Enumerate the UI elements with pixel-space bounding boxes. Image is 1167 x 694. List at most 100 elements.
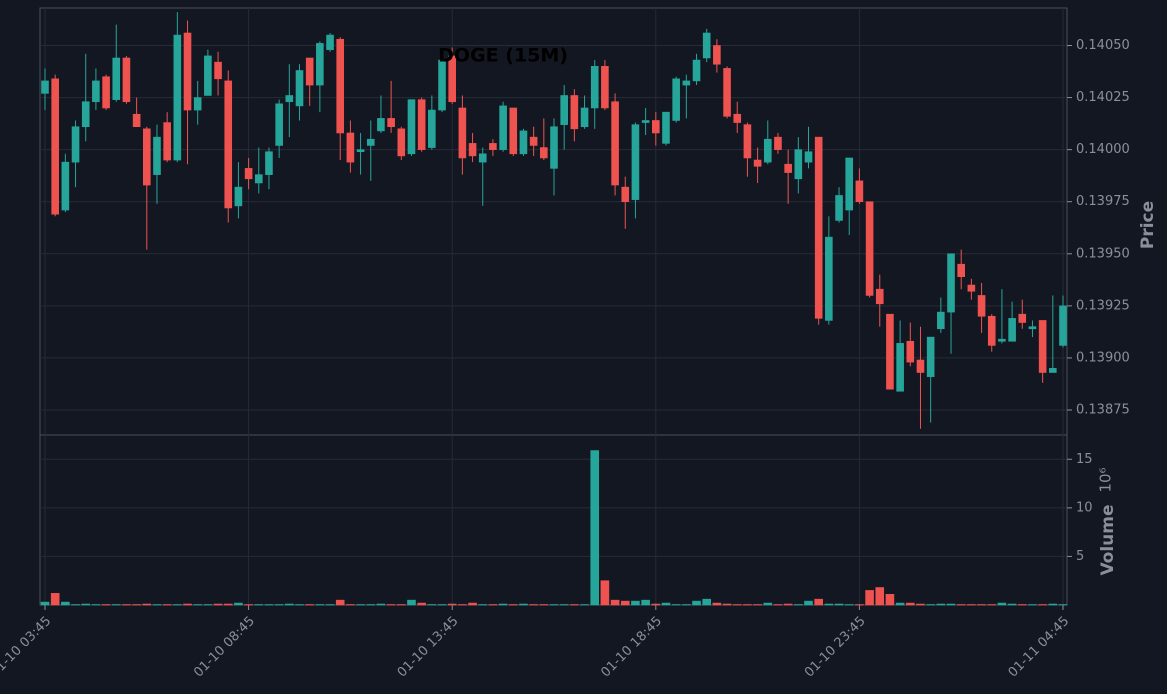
candle-body — [886, 313, 894, 390]
y-axis-label: Price — [1138, 201, 1158, 249]
candle-body — [692, 59, 701, 82]
candle-body — [540, 147, 548, 159]
candle-body — [153, 136, 161, 175]
candle-body — [804, 151, 813, 163]
volume-bar — [722, 603, 732, 606]
volume-bar — [447, 603, 457, 606]
volume-bar — [335, 599, 345, 606]
candle-body — [733, 113, 742, 123]
price-panel — [39, 7, 1068, 436]
candle-body — [305, 57, 314, 86]
candle-body — [214, 61, 222, 80]
candle-body — [651, 120, 660, 134]
candle-body — [41, 80, 49, 94]
candle-body — [794, 149, 803, 180]
candle-body — [967, 284, 976, 292]
volume-tick-label: 15 — [1076, 452, 1093, 467]
candle-body — [957, 263, 966, 277]
candle-body — [1008, 318, 1016, 342]
candle-body — [407, 99, 416, 155]
volume-scale: 10⁶ — [1097, 467, 1115, 492]
candle-body — [81, 101, 90, 128]
candle-body — [947, 253, 955, 313]
candle-body — [92, 80, 100, 103]
candle-body — [509, 107, 518, 155]
volume-bar — [702, 598, 712, 606]
volume-bar — [814, 598, 823, 606]
candle-body — [784, 163, 792, 173]
volume-bar — [620, 600, 630, 606]
candle-body — [835, 195, 843, 221]
candle-body — [254, 174, 263, 184]
candle-body — [519, 130, 528, 155]
x-tick-label: 01-10 03:45 — [0, 614, 54, 681]
candle-body — [875, 288, 884, 305]
volume-bar — [1007, 603, 1017, 606]
volume-bar — [895, 602, 905, 606]
candle-body — [631, 124, 640, 200]
candle-body — [672, 78, 680, 121]
candle-body — [529, 136, 538, 146]
volume-panel — [39, 434, 1068, 606]
candle-body — [366, 138, 375, 146]
volume-bar — [468, 602, 477, 606]
volume-bar — [407, 599, 416, 606]
candle-body — [295, 70, 304, 107]
volume-bar — [40, 601, 50, 606]
x-tick-label: 01-11 04:45 — [1006, 614, 1073, 681]
candle-body — [183, 32, 192, 111]
candle-body — [417, 99, 426, 150]
candle-body — [998, 338, 1006, 342]
candle-body — [346, 132, 355, 163]
volume-bar — [285, 603, 294, 606]
y-tick-label: 0.13975 — [1076, 194, 1130, 209]
volume-bar — [610, 599, 620, 606]
candle-body — [163, 122, 171, 161]
volume-bar — [631, 600, 640, 606]
volume-bar — [142, 603, 152, 606]
candle-body — [926, 336, 935, 377]
candle-body — [825, 236, 833, 321]
volume-bar — [61, 601, 70, 606]
candle-body — [865, 201, 874, 296]
candle-body — [896, 343, 904, 392]
candle-body — [723, 68, 731, 117]
volume-bar — [50, 593, 60, 606]
volume-tick-label: 5 — [1076, 549, 1084, 564]
volume-bar — [824, 603, 834, 606]
candle-body — [387, 118, 395, 128]
volume-bar — [641, 599, 650, 606]
candle-body — [428, 109, 436, 148]
x-tick-label: 01-10 08:45 — [191, 614, 258, 681]
candle-body — [906, 340, 915, 363]
candle-body — [977, 295, 986, 317]
volume-bar — [712, 602, 722, 606]
volume-tick-label: 10 — [1076, 500, 1093, 515]
candle-body — [937, 311, 945, 330]
candle-body — [570, 95, 579, 130]
candle-body — [478, 153, 487, 163]
y-tick-label: 0.13950 — [1076, 246, 1130, 261]
candle-body — [916, 359, 925, 373]
candle-body — [244, 168, 253, 180]
volume-bar — [763, 602, 773, 606]
candle-body — [590, 66, 599, 109]
volume-bar — [234, 602, 243, 606]
candle-body — [763, 138, 772, 163]
volume-bar — [946, 603, 956, 606]
candle-body — [234, 186, 243, 207]
candle-body — [845, 157, 854, 211]
volume-bar — [519, 603, 528, 606]
candle-body — [855, 180, 864, 203]
candle-body — [987, 315, 996, 346]
candle-body — [662, 111, 670, 144]
candle-body — [285, 95, 294, 103]
candle-body — [132, 113, 141, 128]
volume-bar — [600, 580, 610, 606]
chart-title: DOGE (15M) — [438, 45, 568, 67]
volume-bar — [997, 602, 1007, 606]
candle-body — [193, 97, 202, 111]
volume-bar — [692, 600, 701, 606]
